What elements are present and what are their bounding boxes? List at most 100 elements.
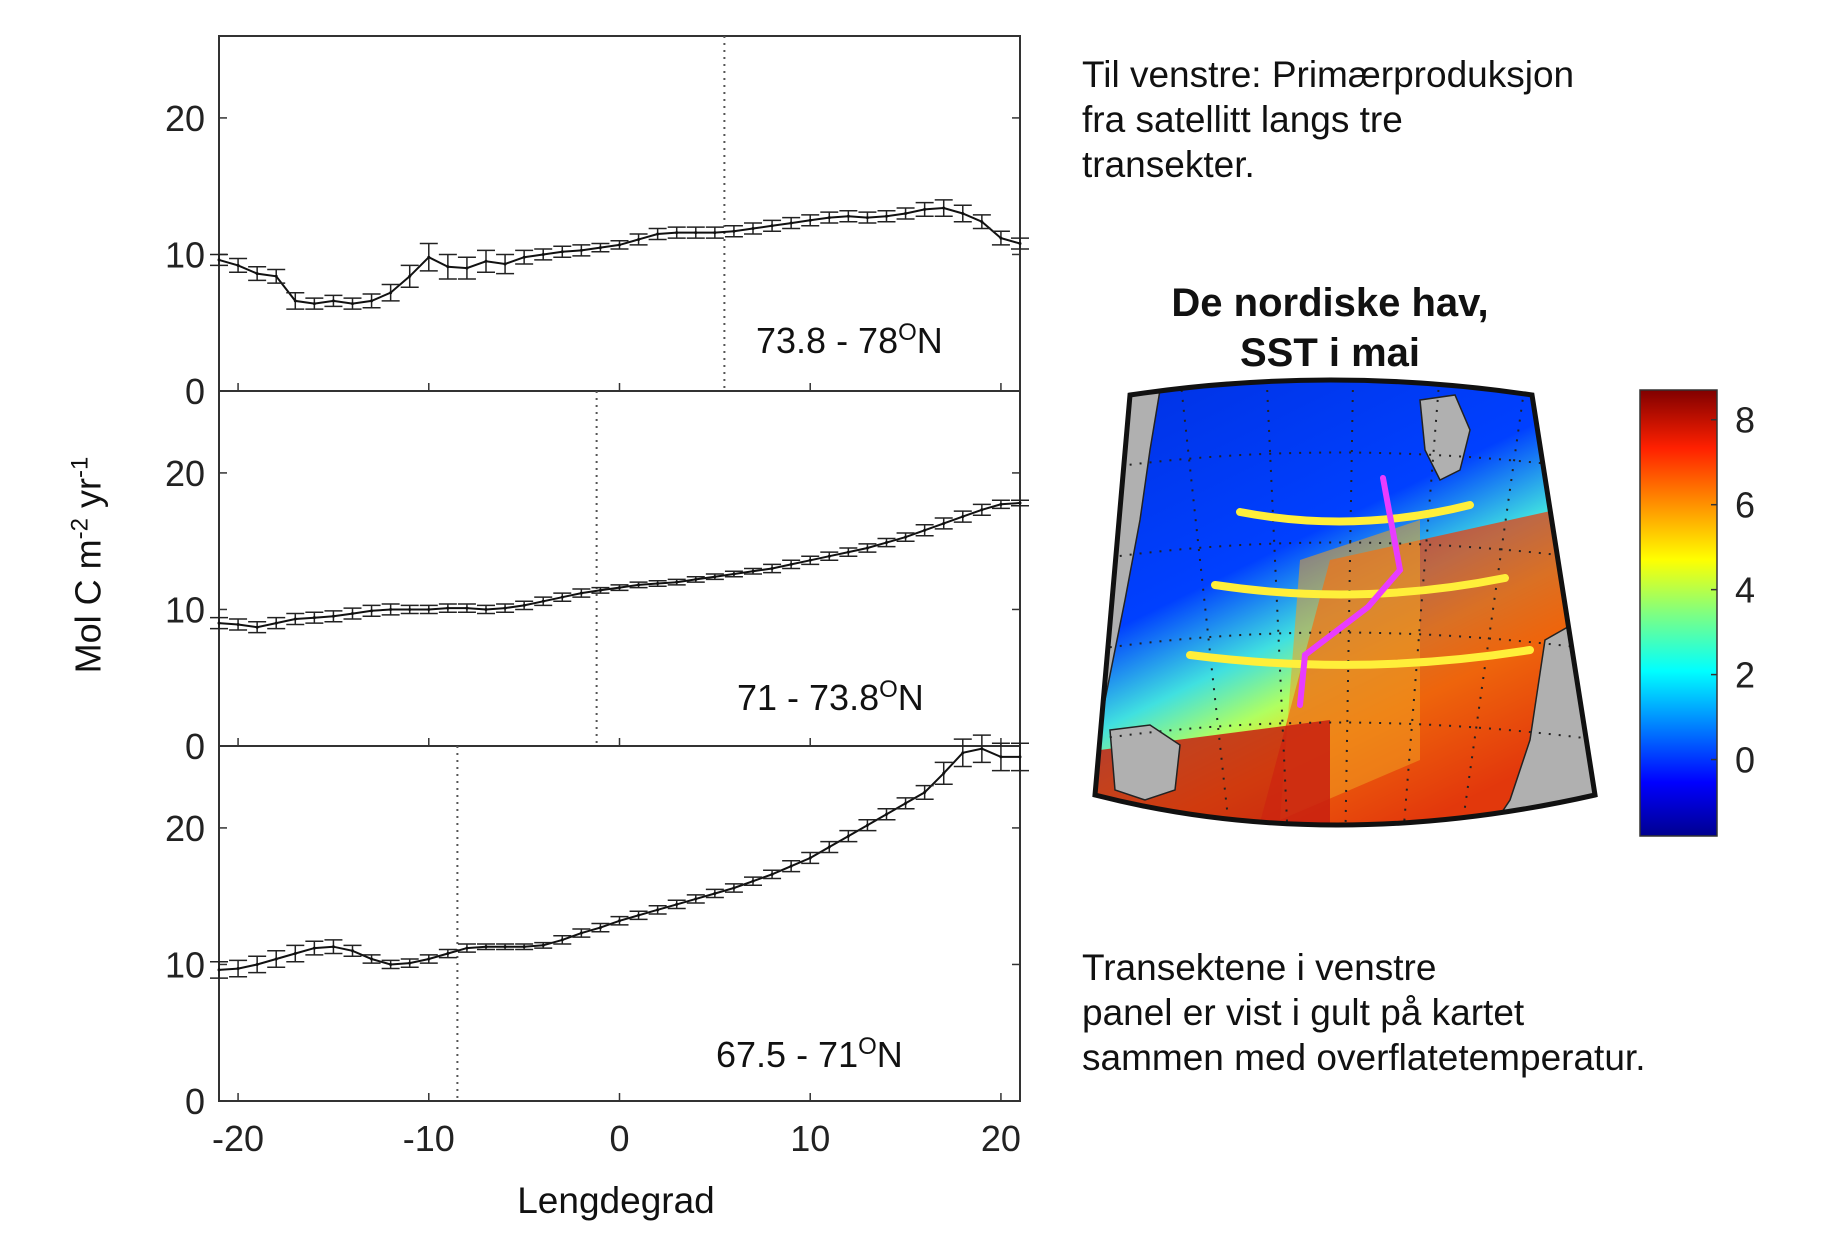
error-bar (839, 829, 858, 843)
error-bar (400, 264, 419, 288)
data-point (675, 231, 679, 235)
data-point (522, 603, 526, 607)
y-axis-label: Mol C m-2 yr-1 (67, 457, 110, 674)
iceland-land (1109, 724, 1181, 801)
annotation-middle: 71 - 73.8ON (737, 667, 924, 720)
data-point (408, 274, 412, 278)
caption-bottom-line: Transektene i venstre (1082, 947, 1437, 988)
error-bar (591, 242, 610, 253)
error-bar (496, 943, 515, 951)
error-bar (667, 578, 686, 586)
annotation-middle-main: 71 - 73.8 (737, 677, 880, 718)
error-bar (896, 532, 915, 542)
data-point (618, 586, 621, 590)
error-bar (381, 603, 400, 616)
data-point (923, 207, 927, 211)
error-bar (286, 944, 305, 963)
y-tick-label: 10 (165, 589, 205, 630)
y-tick-label: 20 (165, 808, 205, 849)
error-bar (343, 607, 362, 620)
error-bar (801, 851, 820, 865)
data-point (255, 625, 259, 629)
error-bar (438, 603, 457, 613)
data-point (770, 872, 774, 876)
error-bar (210, 253, 228, 267)
data-point (484, 945, 488, 949)
error-bar (305, 940, 324, 956)
data-point (541, 943, 545, 947)
data-point (331, 614, 335, 618)
data-point (808, 218, 812, 222)
data-point (618, 243, 621, 247)
error-bar (705, 573, 724, 581)
error-bar (610, 584, 629, 592)
data-point (1018, 242, 1022, 246)
data-point (274, 957, 278, 961)
data-point (331, 299, 335, 303)
error-bar (724, 225, 743, 238)
error-bar (858, 818, 877, 832)
data-point (656, 908, 660, 912)
data-point (293, 299, 297, 303)
y-label-sup1: -2 (66, 518, 94, 540)
data-point (503, 606, 507, 610)
data-point (446, 265, 450, 269)
data-point (732, 229, 736, 233)
annotation-bottom: 67.5 - 71ON (716, 1024, 903, 1077)
error-bar (896, 207, 915, 220)
error-bar (515, 249, 534, 265)
data-point (312, 616, 316, 620)
error-bar (419, 954, 438, 964)
colorbar-tick-label: 4 (1735, 570, 1755, 611)
annotation-middle-sup: O (879, 676, 898, 703)
error-bar (457, 943, 476, 953)
data-point (579, 591, 583, 595)
data-point (713, 575, 717, 579)
colorbar-tick-label: 0 (1735, 740, 1755, 781)
data-point (370, 609, 374, 613)
data-point (694, 577, 698, 581)
error-bar (686, 226, 705, 239)
error-bar (362, 604, 381, 618)
data-point (732, 886, 736, 890)
error-bar (648, 580, 667, 587)
annotation-bottom-sup: O (858, 1033, 877, 1060)
error-bar (705, 888, 724, 899)
annotation-top-sup: O (898, 319, 917, 346)
error-bar (744, 567, 762, 575)
caption-bottom-line: panel er vist i gult på kartet (1082, 992, 1525, 1033)
error-bar (820, 551, 839, 562)
annotation-bottom-suffix: N (876, 1034, 903, 1075)
error-bar (400, 604, 419, 615)
data-point (427, 255, 431, 259)
data-point (351, 949, 354, 953)
error-bar (839, 210, 858, 223)
error-bar (229, 959, 248, 978)
panel-bottom: 0 10 20 -20 -10 0 10 20 (165, 734, 1029, 1159)
error-bar (534, 596, 553, 607)
data-point (541, 252, 545, 256)
error-bar (343, 297, 362, 310)
error-bar (877, 210, 896, 223)
error-bar (343, 944, 362, 958)
annotation-bottom-main: 67.5 - 71 (716, 1034, 859, 1075)
data-point (598, 926, 602, 930)
error-bar (324, 610, 343, 623)
annotation-top-suffix: N (916, 320, 943, 361)
x-tick-label: -20 (212, 1118, 264, 1159)
error-bar (686, 894, 705, 904)
data-point (827, 845, 831, 849)
y-label-mid: yr (67, 478, 109, 518)
error-bar (953, 738, 972, 768)
error-bar (438, 253, 457, 280)
data-point (312, 302, 316, 306)
error-bar (648, 227, 667, 241)
data-point (713, 891, 717, 895)
data-point (675, 902, 679, 906)
error-bar (591, 586, 610, 594)
data-point (637, 237, 641, 241)
data-point (961, 515, 965, 519)
front-line (1297, 475, 1404, 708)
error-bar (763, 563, 782, 574)
